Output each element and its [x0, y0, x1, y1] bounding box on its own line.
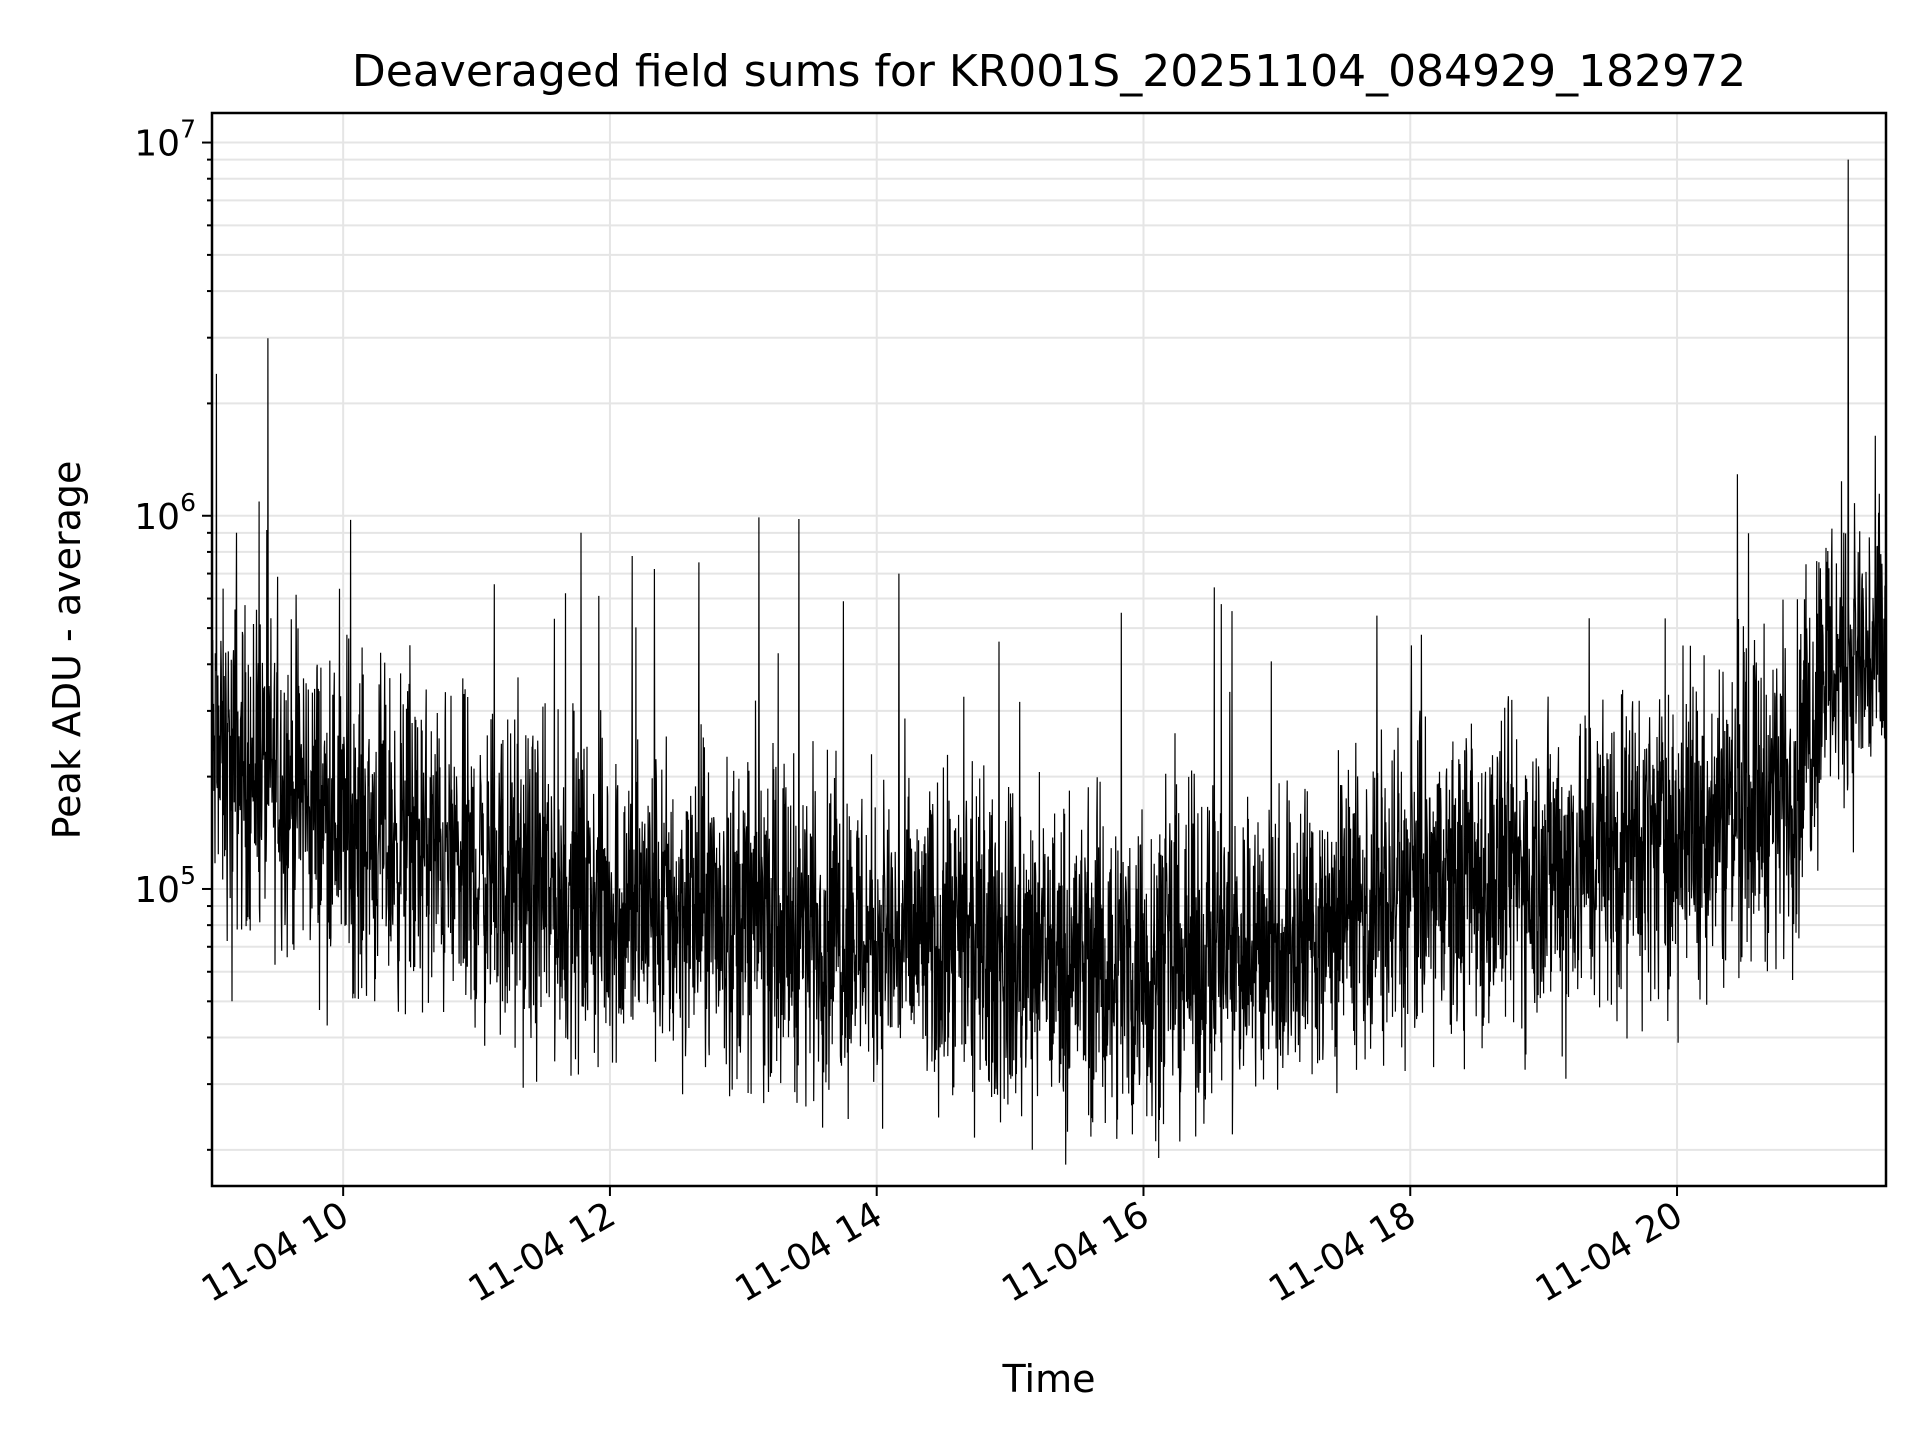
y-tick-label: 106	[134, 488, 196, 538]
y-axis-ticks: 105 106 107	[134, 115, 212, 1151]
y-tick-label: 105	[134, 861, 196, 911]
plot-frame	[210, 111, 1888, 1188]
chart-title: Deaveraged field sums for KR001S_2025110…	[352, 46, 1746, 97]
x-axis-label: Time	[1002, 1357, 1096, 1401]
y-tick-label: 107	[134, 115, 196, 165]
plot-area	[212, 159, 1886, 1165]
data-series-line	[212, 159, 1886, 1165]
y-axis-label: Peak ADU - average	[45, 461, 89, 840]
